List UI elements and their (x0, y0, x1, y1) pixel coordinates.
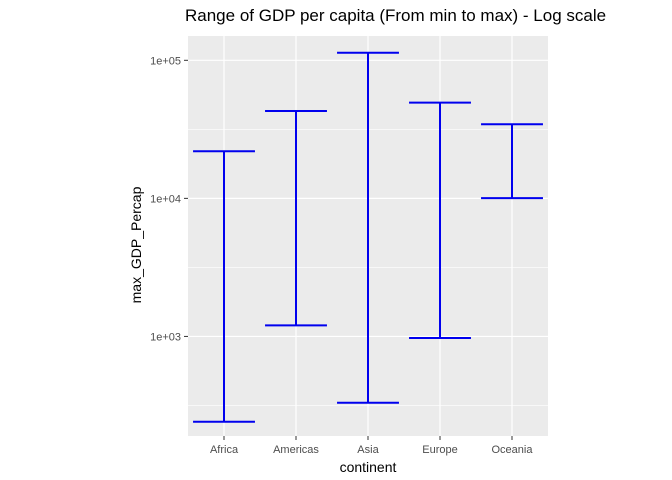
x-tick-label: Oceania (492, 444, 534, 456)
y-tick-label: 1e+03 (150, 331, 181, 343)
x-tick-label: Africa (210, 444, 239, 456)
y-tick-label: 1e+05 (150, 55, 181, 67)
x-tick-label: Americas (273, 444, 319, 456)
chart-title: Range of GDP per capita (From min to max… (185, 6, 607, 25)
range-bars (193, 51, 543, 423)
y-tick-label: 1e+04 (150, 193, 181, 205)
y-axis-label: max_GDP_Percap (128, 186, 144, 304)
x-tick-label: Europe (422, 444, 457, 456)
axes: 1e+03 1e+04 1e+05 Africa Americas Asia Europe O… (150, 55, 533, 456)
x-axis-label: continent (339, 459, 397, 475)
x-tick-label: Asia (357, 444, 379, 456)
